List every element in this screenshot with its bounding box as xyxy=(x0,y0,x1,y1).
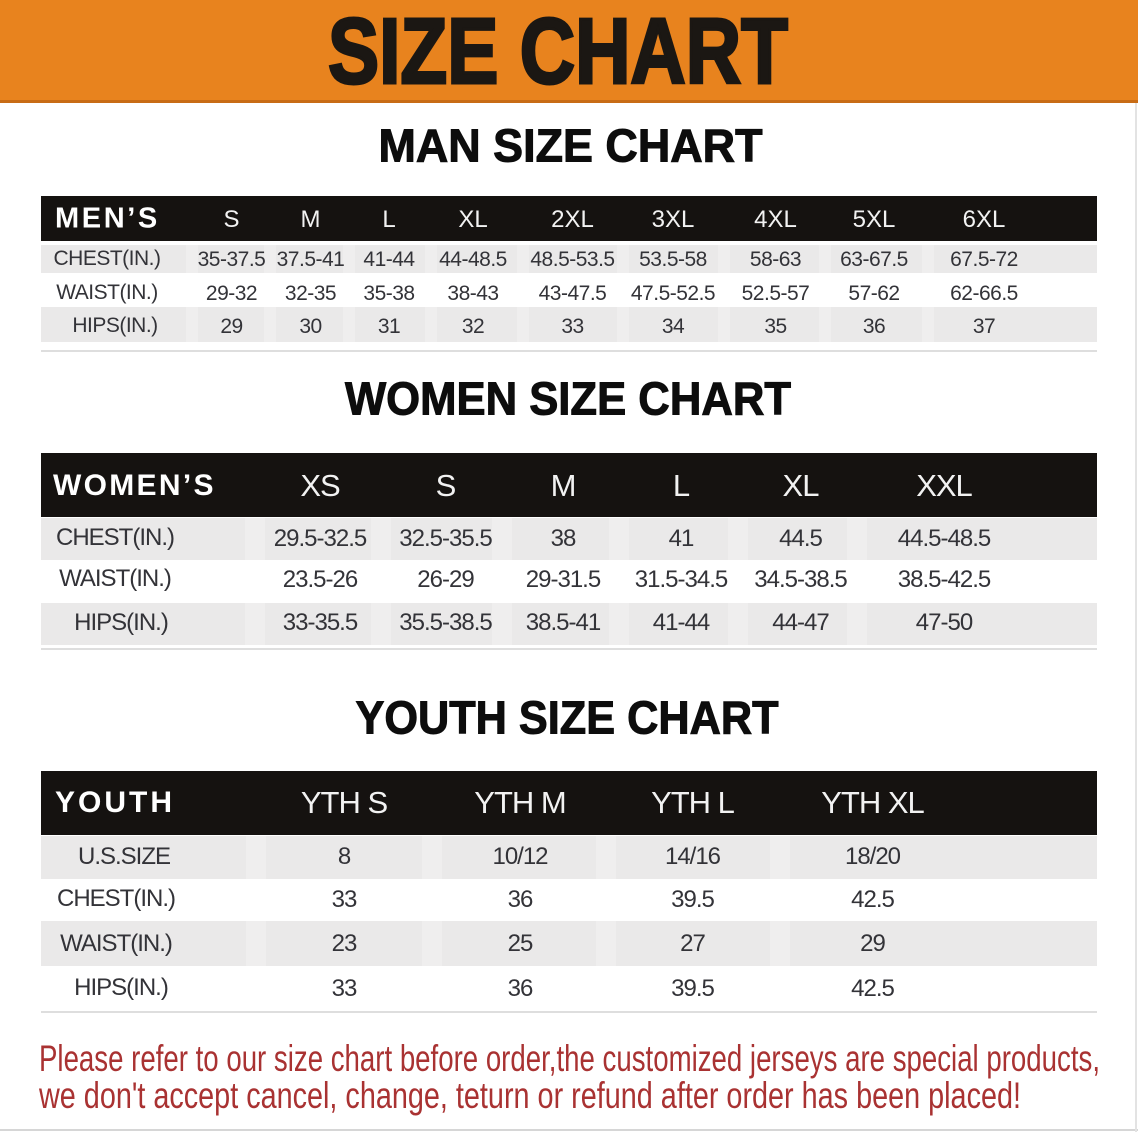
svg-text:SIZE CHART: SIZE CHART xyxy=(328,0,788,103)
svg-text:MAN SIZE CHART: MAN SIZE CHART xyxy=(379,120,763,172)
svg-text:Please refer to our size chart: Please refer to our size chart before or… xyxy=(39,1038,1100,1079)
svg-text:we don't accept cancel, change: we don't accept cancel, change, teturn o… xyxy=(38,1075,1021,1116)
svg-text:YOUTH SIZE CHART: YOUTH SIZE CHART xyxy=(356,692,779,744)
svg-text:WOMEN SIZE CHART: WOMEN SIZE CHART xyxy=(345,372,791,424)
